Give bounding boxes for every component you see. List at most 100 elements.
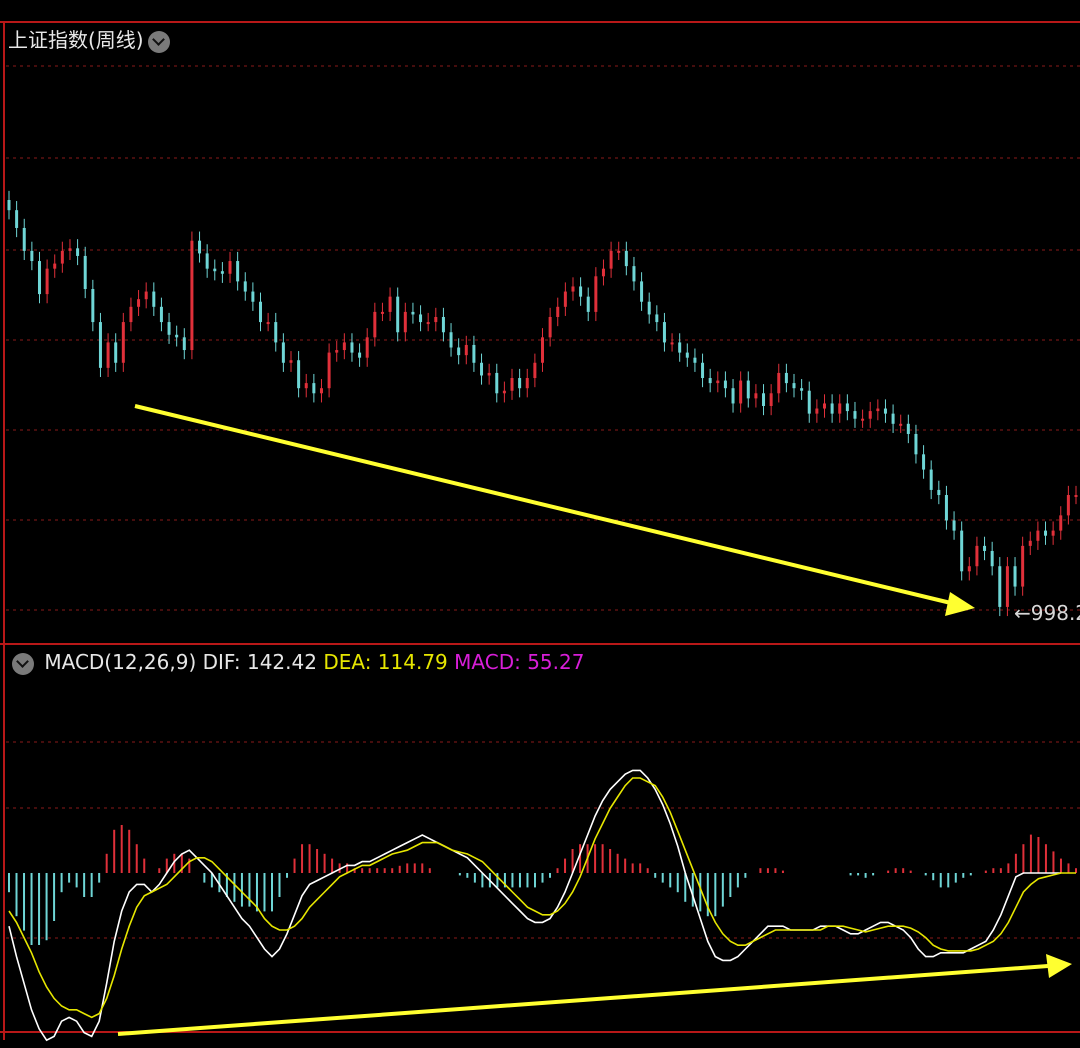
macd-trend-arrow-head xyxy=(1046,954,1072,978)
price-candle-body xyxy=(281,342,285,363)
price-candle-body xyxy=(426,322,430,325)
price-candle-body xyxy=(723,380,727,389)
macd-panel-header: MACD(12,26,9) DIF: 142.42 DEA: 114.79 MA… xyxy=(8,650,584,675)
price-candle-body xyxy=(312,383,316,394)
price-candle-body xyxy=(822,403,826,409)
price-candle-body xyxy=(22,227,26,251)
price-candle-body xyxy=(807,390,811,414)
price-candle-body xyxy=(899,423,903,426)
price-candle-body xyxy=(243,281,247,292)
price-candle-body xyxy=(685,352,689,358)
price-candle-body xyxy=(319,388,323,394)
price-candle-body xyxy=(159,306,163,323)
price-candle-body xyxy=(891,413,895,424)
price-candle-body xyxy=(624,250,628,267)
dif-label: DIF: xyxy=(202,650,241,674)
price-candle-body xyxy=(960,530,964,572)
price-candle-body xyxy=(1005,566,1009,607)
price-candle-body xyxy=(365,337,369,358)
price-candle-body xyxy=(662,322,666,343)
price-candle-body xyxy=(83,255,87,290)
panel-title: 上证指数(周线) xyxy=(8,28,144,52)
price-candle-body xyxy=(220,271,224,274)
price-candle-body xyxy=(731,388,735,404)
price-candle-body xyxy=(518,378,522,389)
dea-line xyxy=(8,777,1076,1019)
price-candle-body xyxy=(647,301,651,315)
price-candle-body xyxy=(7,200,11,211)
dea-label: DEA: xyxy=(323,650,372,674)
price-candle-body xyxy=(53,263,57,269)
price-candle-body xyxy=(15,210,19,228)
price-candle-body xyxy=(152,291,156,307)
price-candle-body xyxy=(91,289,95,323)
price-candle-body xyxy=(601,268,605,277)
price-candle-body xyxy=(1036,530,1040,541)
price-candle-body xyxy=(60,250,64,264)
price-candle-body xyxy=(586,296,590,312)
price-candle-body xyxy=(441,316,445,333)
price-candle-body xyxy=(792,383,796,389)
price-candle-body xyxy=(388,296,392,312)
price-trend-arrow-line xyxy=(134,404,956,606)
price-candle-body xyxy=(990,550,994,567)
price-candle-body xyxy=(944,495,948,521)
price-candle-body xyxy=(548,316,552,338)
price-candle-body xyxy=(701,362,705,379)
price-candle-body xyxy=(175,334,179,338)
price-candle-body xyxy=(640,281,644,302)
price-candle-body xyxy=(739,380,743,404)
price-candle-body xyxy=(144,291,148,300)
price-candle-body xyxy=(327,352,331,389)
price-candle-body xyxy=(815,408,819,414)
price-candle-body xyxy=(487,372,491,376)
chevron-down-icon[interactable] xyxy=(12,652,34,675)
price-candle-body xyxy=(228,261,232,274)
price-candle-body xyxy=(533,362,537,379)
price-candle-body xyxy=(830,403,834,414)
price-candle-body xyxy=(213,268,217,272)
dif-value: 142.42 xyxy=(246,650,317,674)
price-candle-body xyxy=(297,360,301,389)
price-candle-body xyxy=(876,408,880,412)
low-price-value: 998.23 xyxy=(1030,601,1080,625)
price-candle-body xyxy=(30,250,34,262)
price-candle-body xyxy=(617,250,621,253)
price-candle-body xyxy=(480,362,484,376)
price-candle-body xyxy=(304,383,308,389)
chevron-down-icon[interactable] xyxy=(147,30,170,53)
price-candle-body xyxy=(914,433,918,455)
price-candle-body xyxy=(37,261,41,295)
price-candle-body xyxy=(129,306,133,323)
price-candle-body xyxy=(952,520,956,531)
price-candle-body xyxy=(746,380,750,399)
price-candle-body xyxy=(777,372,781,394)
price-candle-body xyxy=(472,344,476,363)
macd-trend-arrow-line xyxy=(117,964,1049,1036)
price-candle-body xyxy=(754,393,758,399)
price-candle-body xyxy=(449,332,453,348)
price-candle-body xyxy=(266,322,270,325)
price-candle-body xyxy=(556,306,560,317)
price-candle-body xyxy=(769,393,773,406)
price-candle-body xyxy=(868,411,872,419)
price-candle-body xyxy=(998,566,1002,607)
price-candle-body xyxy=(396,296,400,333)
price-candle-body xyxy=(121,322,125,363)
price-candle-body xyxy=(411,311,415,315)
price-candle-body xyxy=(434,316,438,323)
price-candle-body xyxy=(350,342,354,353)
price-candle-body xyxy=(167,322,171,335)
price-candle-body xyxy=(853,411,857,419)
price-candle-body xyxy=(655,314,659,323)
price-candle-body xyxy=(98,322,102,368)
price-candle-body xyxy=(929,469,933,490)
price-candle-body xyxy=(1066,495,1070,516)
price-candle-body xyxy=(845,403,849,412)
price-candle-body xyxy=(1028,540,1032,546)
price-candle-body xyxy=(983,545,987,551)
price-candle-body xyxy=(502,390,506,394)
price-candle-body xyxy=(922,454,926,470)
price-candle-body xyxy=(716,380,720,384)
price-candle-body xyxy=(1021,545,1025,587)
